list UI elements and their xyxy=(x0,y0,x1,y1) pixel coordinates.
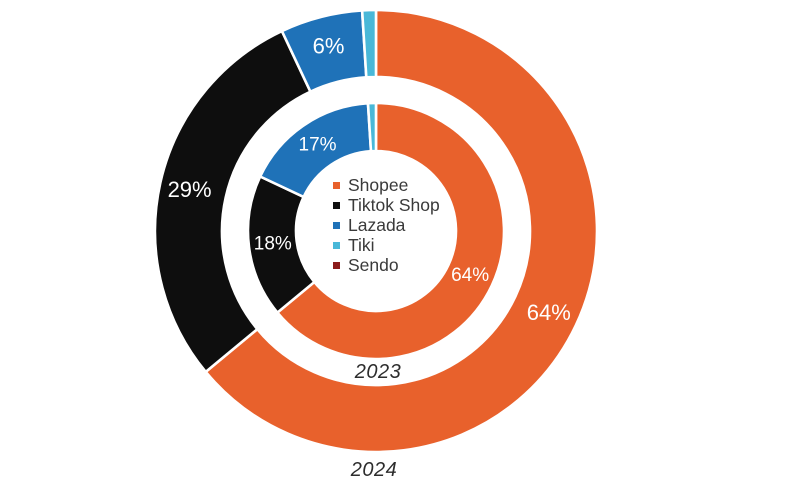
data-label-2024-lazada: 6% xyxy=(313,34,345,59)
outer-ring-year-label: 2024 xyxy=(350,459,398,481)
legend-marker-shopee-icon xyxy=(333,181,340,189)
data-label-2024-tiktok-shop: 29% xyxy=(168,177,212,202)
ring-2024 xyxy=(153,8,599,454)
data-label-2023-shopee: 64% xyxy=(451,265,489,286)
legend-marker-tiktok-shop-icon xyxy=(333,201,340,209)
legend-item-tiktok-shop: Tiktok Shop xyxy=(333,195,440,215)
ring-data-labels: 64% 18% 17% 64% 29% 6% xyxy=(168,34,571,325)
legend-label-lazada: Lazada xyxy=(348,215,406,235)
data-label-2024-shopee: 64% xyxy=(527,300,571,325)
legend-label-shopee: Shopee xyxy=(348,175,409,195)
data-label-2023-tiktok-shop: 18% xyxy=(254,234,292,255)
data-label-2023-lazada: 17% xyxy=(299,134,337,155)
legend-label-sendo: Sendo xyxy=(348,255,399,275)
chart-legend: Shopee Tiktok Shop Lazada Tiki Sendo xyxy=(333,175,440,275)
segment-2024-tiktok-shop xyxy=(153,29,313,374)
segment-2023-tiki xyxy=(366,101,378,153)
legend-item-tiki: Tiki xyxy=(333,235,440,255)
ring-2023 xyxy=(246,101,506,361)
segment-2024-shopee xyxy=(203,8,599,454)
segment-2023-shopee xyxy=(275,101,506,361)
inner-ring-year-label: 2023 xyxy=(354,361,402,383)
legend-marker-lazada-icon xyxy=(333,221,340,229)
segment-2024-tiki xyxy=(360,8,378,79)
legend-marker-tiki-icon xyxy=(333,241,340,249)
legend-item-shopee: Shopee xyxy=(333,175,440,195)
legend-label-tiki: Tiki xyxy=(348,235,375,255)
legend-label-tiktok-shop: Tiktok Shop xyxy=(348,195,440,215)
legend-item-lazada: Lazada xyxy=(333,215,440,235)
legend-marker-sendo-icon xyxy=(333,261,340,269)
legend-item-sendo: Sendo xyxy=(333,255,440,275)
